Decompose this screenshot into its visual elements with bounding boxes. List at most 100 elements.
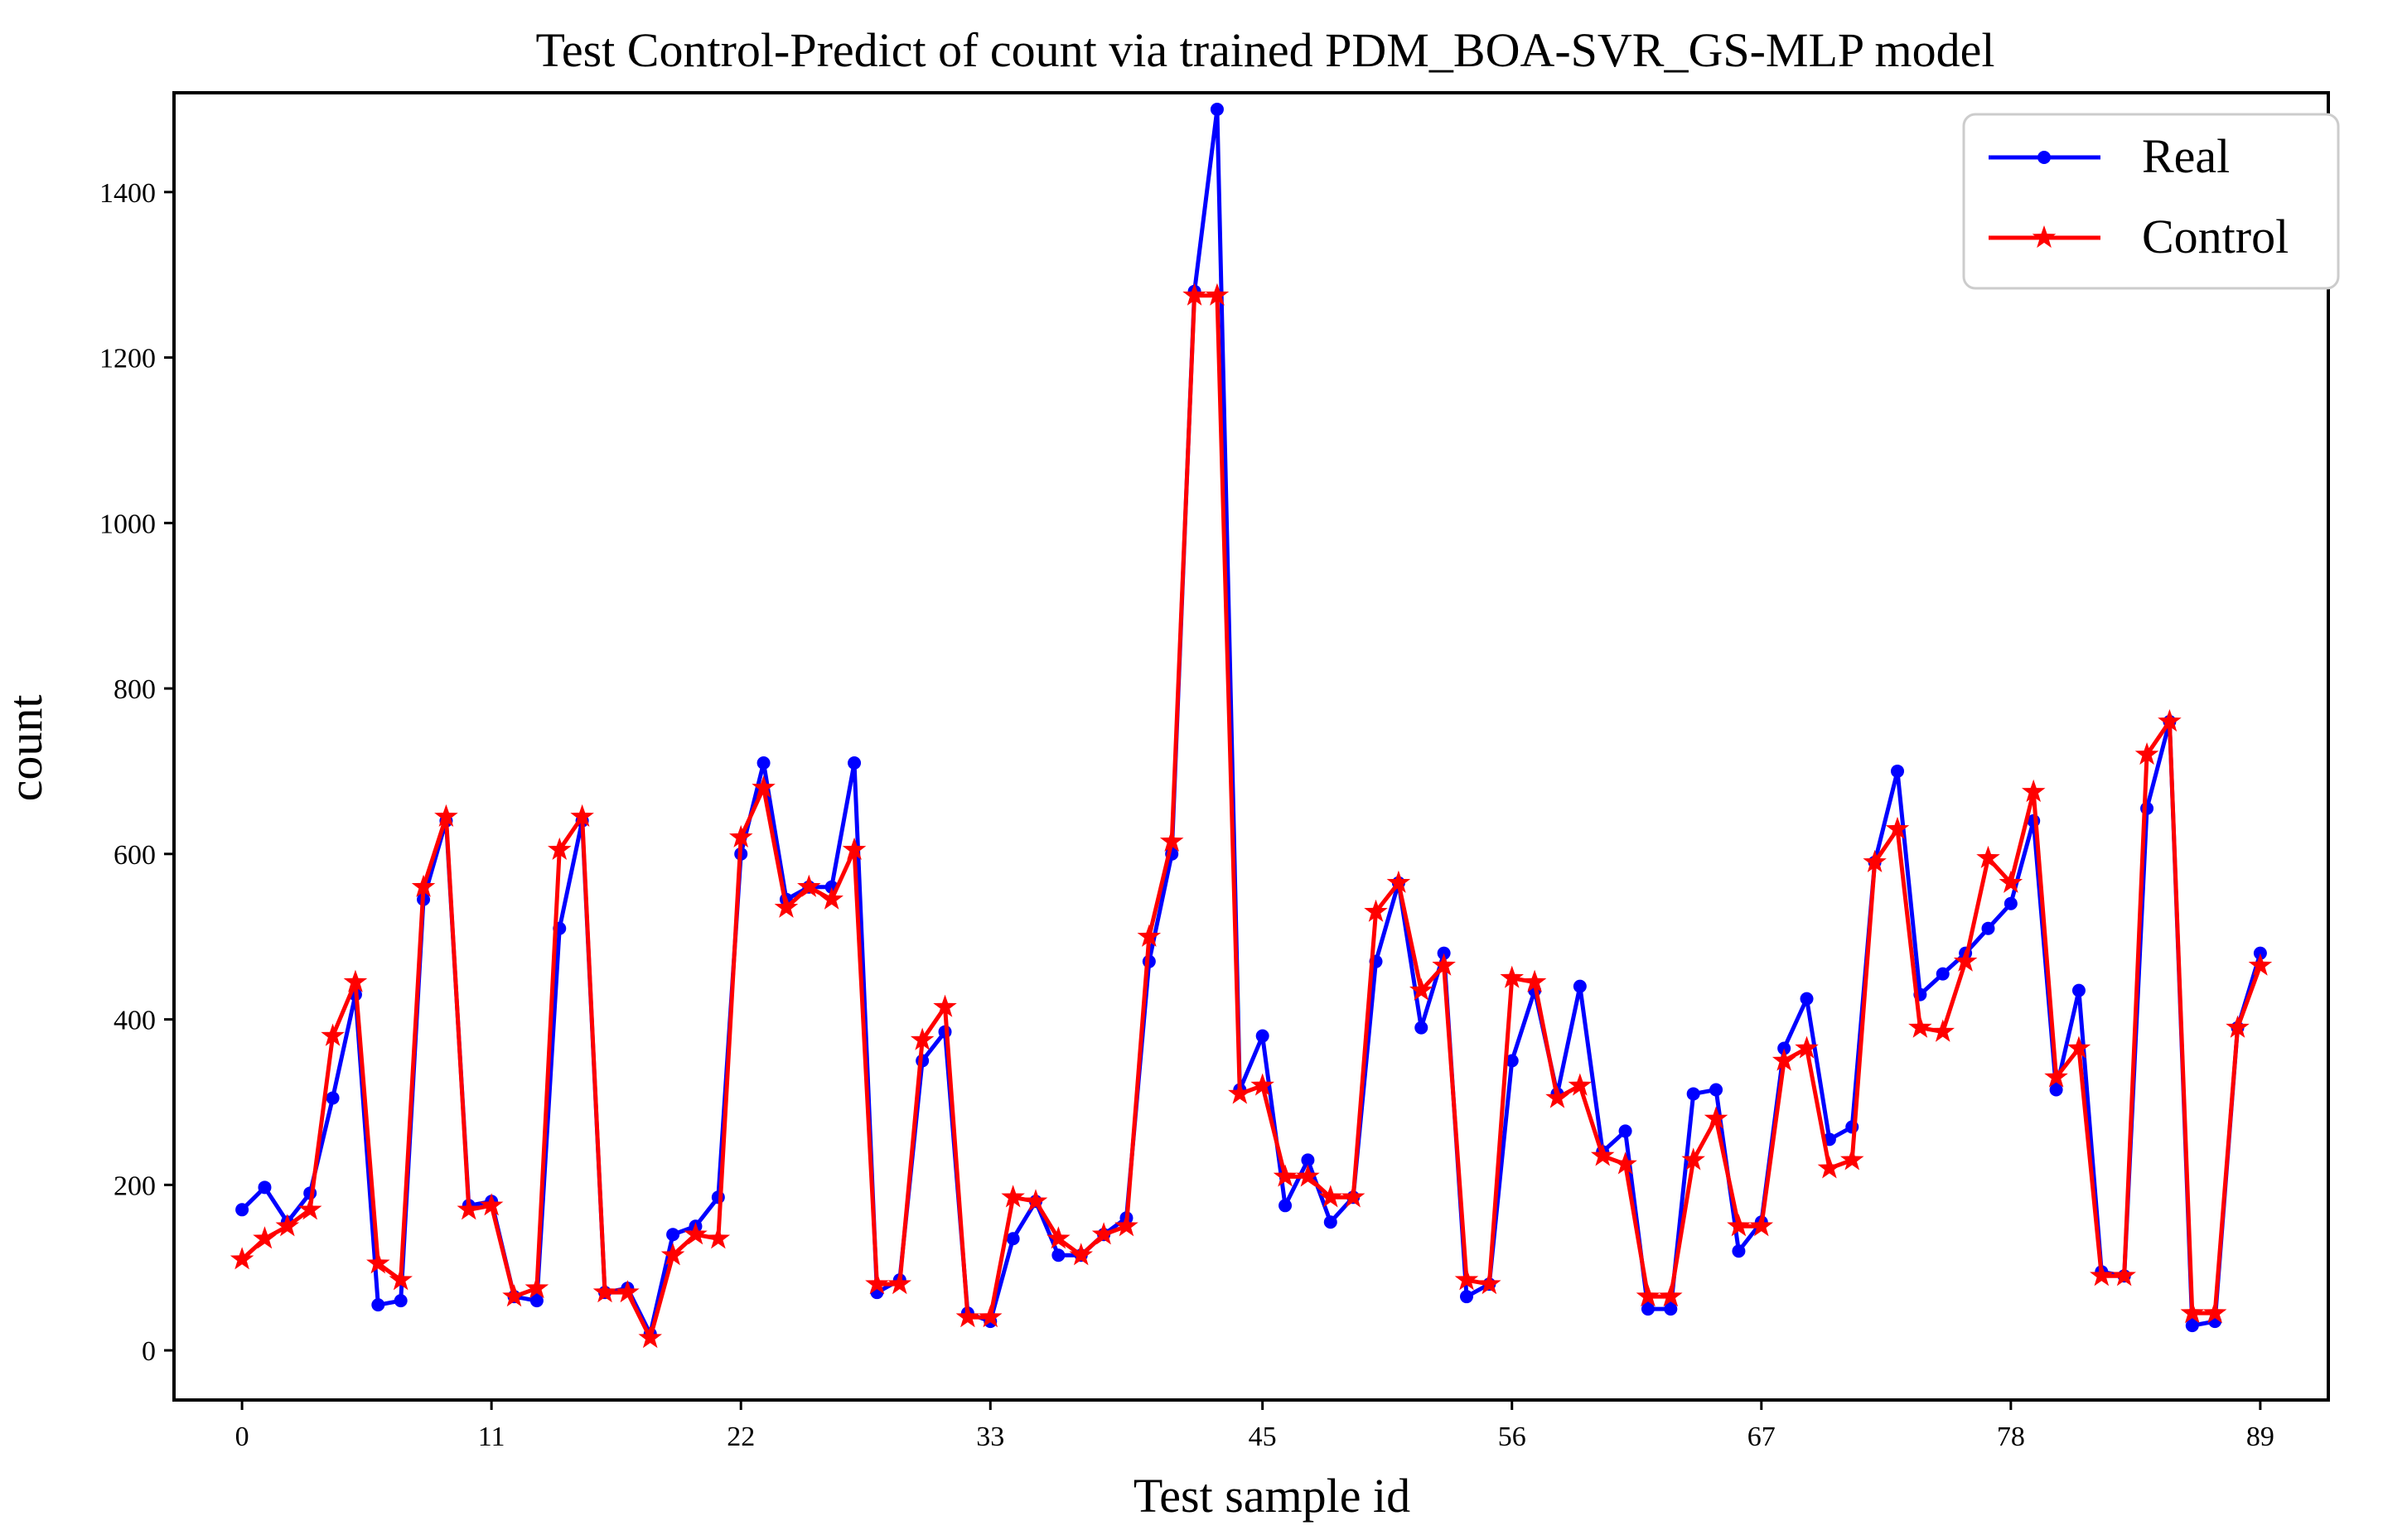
series-layer: [230, 102, 2273, 1349]
data-point-control: [343, 969, 368, 992]
data-point-control: [1159, 828, 1184, 852]
data-point-real: [1732, 1244, 1746, 1258]
data-point-real: [666, 1228, 680, 1242]
data-point-real: [371, 1298, 385, 1312]
legend-marker-control: [2032, 225, 2057, 249]
x-tick-label: 67: [1747, 1422, 1776, 1452]
data-point-real: [1505, 1054, 1519, 1068]
data-point-control: [1727, 1214, 1751, 1237]
data-point-control: [2021, 779, 2046, 803]
data-point-real: [848, 756, 862, 770]
data-point-control: [1341, 1185, 1366, 1208]
x-tick-label: 22: [727, 1422, 755, 1452]
y-tick-label: 400: [114, 1006, 156, 1036]
data-point-control: [1522, 969, 1547, 992]
x-tick-label: 56: [1498, 1422, 1526, 1452]
data-point-control: [479, 1193, 504, 1216]
data-point-control: [1568, 1073, 1593, 1096]
data-point-control: [570, 804, 594, 828]
x-tick-label: 33: [976, 1422, 1004, 1452]
data-point-control: [616, 1280, 640, 1303]
x-tick-label: 0: [235, 1422, 249, 1452]
data-point-real: [529, 1294, 544, 1308]
data-point-control: [297, 1197, 322, 1220]
data-point-control: [955, 1305, 980, 1328]
data-point-control: [638, 1325, 662, 1349]
data-point-real: [1618, 1124, 1632, 1138]
data-point-control: [434, 804, 458, 828]
y-tick-label: 200: [114, 1171, 156, 1201]
x-tick-label: 78: [1997, 1422, 2025, 1452]
data-point-real: [1323, 1215, 1337, 1229]
chart-title: Test Control-Predict of count via traine…: [535, 23, 1994, 77]
data-point-real: [1301, 1153, 1315, 1167]
data-point-control: [1795, 1036, 1819, 1059]
data-point-real: [326, 1091, 340, 1105]
data-point-control: [933, 994, 957, 1017]
data-point-real: [235, 1203, 249, 1217]
data-point-real: [1800, 992, 1814, 1006]
data-point-control: [1999, 870, 2023, 893]
data-point-control: [275, 1214, 300, 1237]
legend-label-real: Real: [2142, 129, 2230, 183]
data-point-control: [1205, 282, 1230, 306]
legend-marker-real: [2037, 151, 2051, 164]
data-point-control: [1659, 1284, 1683, 1307]
legend: Real Control: [1962, 113, 2340, 290]
data-point-real: [1255, 1029, 1269, 1043]
x-axis-label: Test sample id: [1133, 1469, 1410, 1523]
x-tick-label: 45: [1249, 1422, 1277, 1452]
data-point-control: [548, 837, 572, 860]
data-point-control: [1250, 1073, 1274, 1096]
plot-area-frame: [172, 91, 2330, 1402]
data-point-control: [1840, 1147, 1864, 1171]
data-point-control: [1477, 1272, 1501, 1295]
data-point-control: [592, 1280, 617, 1303]
legend-label-control: Control: [2142, 210, 2289, 263]
y-tick-label: 1200: [99, 344, 156, 374]
data-point-real: [1006, 1232, 1020, 1246]
data-point-control: [2180, 1301, 2205, 1324]
data-point-real: [1891, 764, 1904, 778]
data-point-real: [756, 756, 771, 770]
data-point-control: [1817, 1156, 1842, 1179]
data-point-real: [2185, 1319, 2199, 1333]
data-point-real: [2071, 983, 2086, 997]
data-point-control: [1545, 1085, 1569, 1108]
y-tick-label: 0: [142, 1336, 156, 1367]
data-point-control: [1409, 978, 1433, 1001]
data-point-control: [2112, 1263, 2136, 1287]
data-point-control: [2066, 1036, 2091, 1059]
data-point-control: [1704, 1106, 1728, 1129]
data-point-control: [1296, 1164, 1320, 1187]
data-point-control: [865, 1272, 889, 1295]
data-point-control: [797, 874, 821, 897]
data-point-control: [2248, 953, 2273, 976]
data-point-control: [1885, 816, 1910, 840]
data-point-real: [394, 1294, 408, 1308]
x-tick-label: 11: [478, 1422, 505, 1452]
x-axis: 0 11 22 33 45 56 67 78 89: [235, 1400, 2274, 1452]
data-point-real: [1641, 1302, 1655, 1316]
data-point-control: [524, 1276, 549, 1299]
data-point-real: [1664, 1302, 1678, 1316]
data-point-control: [2044, 1064, 2068, 1088]
data-point-control: [684, 1222, 708, 1245]
data-point-control: [1749, 1214, 1774, 1237]
data-point-control: [366, 1251, 390, 1274]
data-point-control: [1908, 1015, 1932, 1038]
data-point-real: [2049, 1083, 2063, 1097]
data-point-real: [1936, 967, 1950, 981]
data-point-control: [1046, 1226, 1071, 1249]
data-point-control: [1137, 924, 1162, 947]
data-point-control: [1023, 1189, 1048, 1212]
data-point-control: [1976, 845, 2000, 868]
data-point-real: [1573, 979, 1587, 993]
y-tick-label: 600: [114, 840, 156, 871]
data-point-control: [253, 1226, 277, 1249]
data-point-control: [1386, 870, 1411, 893]
data-point-control: [706, 1226, 731, 1249]
data-point-real: [1686, 1087, 1700, 1101]
data-point-real: [1210, 102, 1224, 116]
data-point-control: [774, 895, 799, 918]
